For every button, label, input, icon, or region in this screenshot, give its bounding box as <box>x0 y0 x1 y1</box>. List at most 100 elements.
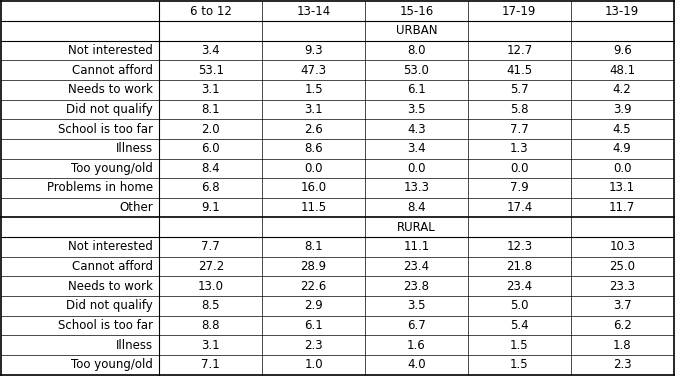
Text: 4.3: 4.3 <box>407 123 426 136</box>
Text: 8.0: 8.0 <box>407 44 426 57</box>
Text: Needs to work: Needs to work <box>68 280 153 293</box>
Text: 17.4: 17.4 <box>506 201 533 214</box>
Text: 53.1: 53.1 <box>198 64 224 77</box>
Text: 23.3: 23.3 <box>609 280 635 293</box>
Text: 2.0: 2.0 <box>201 123 220 136</box>
Text: Needs to work: Needs to work <box>68 83 153 96</box>
Text: 8.1: 8.1 <box>304 240 323 253</box>
Text: 4.5: 4.5 <box>613 123 632 136</box>
Text: 5.7: 5.7 <box>510 83 529 96</box>
Text: 7.1: 7.1 <box>201 358 220 371</box>
Text: 6.1: 6.1 <box>407 83 426 96</box>
Text: 9.6: 9.6 <box>613 44 632 57</box>
Text: 8.8: 8.8 <box>202 319 220 332</box>
Text: 12.3: 12.3 <box>506 240 533 253</box>
Text: 9.3: 9.3 <box>304 44 323 57</box>
Text: 11.5: 11.5 <box>300 201 327 214</box>
Text: Too young/old: Too young/old <box>71 162 153 175</box>
Text: 25.0: 25.0 <box>609 260 635 273</box>
Text: 3.7: 3.7 <box>613 299 632 312</box>
Text: School is too far: School is too far <box>57 123 153 136</box>
Text: 1.6: 1.6 <box>407 339 426 352</box>
Text: 3.5: 3.5 <box>407 103 426 116</box>
Text: 7.7: 7.7 <box>201 240 220 253</box>
Text: RURAL: RURAL <box>397 221 436 234</box>
Text: 0.0: 0.0 <box>304 162 323 175</box>
Text: 6.2: 6.2 <box>613 319 632 332</box>
Text: 0.0: 0.0 <box>407 162 426 175</box>
Text: 41.5: 41.5 <box>506 64 533 77</box>
Text: 7.9: 7.9 <box>510 182 529 194</box>
Text: 23.8: 23.8 <box>404 280 429 293</box>
Text: 11.1: 11.1 <box>404 240 429 253</box>
Text: 6.1: 6.1 <box>304 319 323 332</box>
Text: 5.0: 5.0 <box>510 299 529 312</box>
Text: 8.1: 8.1 <box>201 103 220 116</box>
Text: 23.4: 23.4 <box>404 260 429 273</box>
Text: 2.6: 2.6 <box>304 123 323 136</box>
Text: 3.5: 3.5 <box>407 299 426 312</box>
Text: Did not qualify: Did not qualify <box>66 103 153 116</box>
Text: URBAN: URBAN <box>396 24 437 37</box>
Text: 17-19: 17-19 <box>502 5 537 18</box>
Text: Illness: Illness <box>115 339 153 352</box>
Text: 3.4: 3.4 <box>407 142 426 155</box>
Text: 1.0: 1.0 <box>304 358 323 371</box>
Text: 4.2: 4.2 <box>613 83 632 96</box>
Text: 8.5: 8.5 <box>202 299 220 312</box>
Text: 2.3: 2.3 <box>304 339 323 352</box>
Text: 4.0: 4.0 <box>407 358 426 371</box>
Text: 3.1: 3.1 <box>201 339 220 352</box>
Text: 7.7: 7.7 <box>510 123 529 136</box>
Text: 6.0: 6.0 <box>201 142 220 155</box>
Text: 6.7: 6.7 <box>407 319 426 332</box>
Text: 27.2: 27.2 <box>198 260 224 273</box>
Text: 1.5: 1.5 <box>304 83 323 96</box>
Text: 23.4: 23.4 <box>506 280 533 293</box>
Text: Not interested: Not interested <box>68 240 153 253</box>
Text: Illness: Illness <box>115 142 153 155</box>
Text: 5.4: 5.4 <box>510 319 529 332</box>
Text: 9.1: 9.1 <box>201 201 220 214</box>
Text: 3.4: 3.4 <box>201 44 220 57</box>
Text: 10.3: 10.3 <box>609 240 635 253</box>
Text: 13-14: 13-14 <box>296 5 331 18</box>
Text: Did not qualify: Did not qualify <box>66 299 153 312</box>
Text: 6.8: 6.8 <box>201 182 220 194</box>
Text: Other: Other <box>119 201 153 214</box>
Text: 21.8: 21.8 <box>506 260 533 273</box>
Text: 13.1: 13.1 <box>609 182 635 194</box>
Text: 1.3: 1.3 <box>510 142 529 155</box>
Text: 13.0: 13.0 <box>198 280 224 293</box>
Text: 1.5: 1.5 <box>510 358 529 371</box>
Text: 13.3: 13.3 <box>404 182 429 194</box>
Text: Too young/old: Too young/old <box>71 358 153 371</box>
Text: 6 to 12: 6 to 12 <box>190 5 232 18</box>
Text: 22.6: 22.6 <box>300 280 327 293</box>
Text: 13-19: 13-19 <box>605 5 639 18</box>
Text: School is too far: School is too far <box>57 319 153 332</box>
Text: 1.8: 1.8 <box>613 339 632 352</box>
Text: 1.5: 1.5 <box>510 339 529 352</box>
Text: 48.1: 48.1 <box>609 64 635 77</box>
Text: 53.0: 53.0 <box>404 64 429 77</box>
Text: 8.6: 8.6 <box>304 142 323 155</box>
Text: Not interested: Not interested <box>68 44 153 57</box>
Text: 0.0: 0.0 <box>510 162 529 175</box>
Text: 28.9: 28.9 <box>300 260 327 273</box>
Text: 11.7: 11.7 <box>609 201 635 214</box>
Text: 3.1: 3.1 <box>304 103 323 116</box>
Text: 2.3: 2.3 <box>613 358 632 371</box>
Text: Problems in home: Problems in home <box>47 182 153 194</box>
Text: 2.9: 2.9 <box>304 299 323 312</box>
Text: 3.1: 3.1 <box>201 83 220 96</box>
Text: 8.4: 8.4 <box>407 201 426 214</box>
Text: 12.7: 12.7 <box>506 44 533 57</box>
Text: Cannot afford: Cannot afford <box>72 64 153 77</box>
Text: 47.3: 47.3 <box>300 64 327 77</box>
Text: 16.0: 16.0 <box>300 182 327 194</box>
Text: Cannot afford: Cannot afford <box>72 260 153 273</box>
Text: 3.9: 3.9 <box>613 103 632 116</box>
Text: 5.8: 5.8 <box>510 103 529 116</box>
Text: 8.4: 8.4 <box>201 162 220 175</box>
